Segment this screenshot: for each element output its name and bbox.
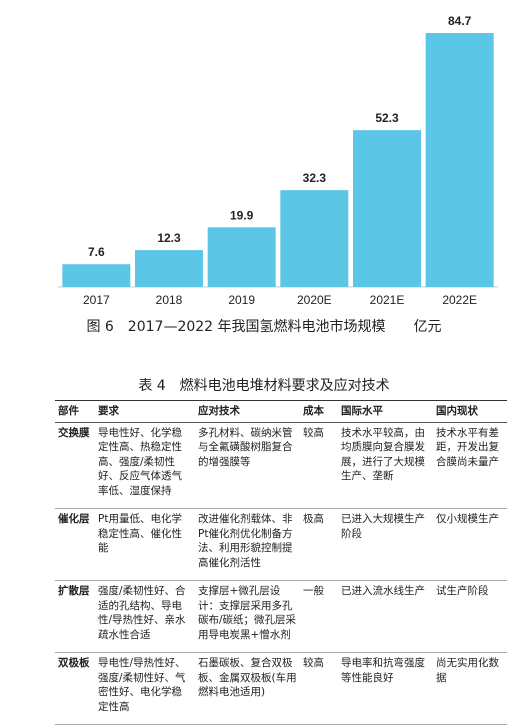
table-row: 催化层 Pt用量低、电化学稳定性高、催化性能 改进催化剂载体、非Pt催化剂优化制备方… (55, 508, 507, 581)
table-cell: 极高 (300, 508, 338, 581)
header-cell: 国际水平 (338, 400, 433, 423)
figure-caption: 图 6 2017—2022 年我国氢燃料电池市场规模 亿元 (86, 319, 442, 335)
table-cell: 交换膜 (55, 422, 95, 509)
table-row: 扩散层 强度/柔韧性好、合适的孔结构、导电性/导热性好、亲水疏水性合适 支撑层+微孔… (55, 580, 507, 653)
header-cell: 部件 (55, 400, 95, 423)
table-cell: 一般 (300, 580, 338, 653)
bar (207, 227, 276, 287)
bar (353, 130, 421, 287)
table-cell: 较高 (300, 422, 338, 509)
chart: 7.6 2017 12.3 2018 19.9 2019 32.3 2020E 52.3 2021… (58, 14, 498, 307)
x-tick-label: 2017 (83, 293, 110, 307)
header-cell: 应对技术 (195, 400, 300, 423)
bar (135, 250, 203, 287)
bar (280, 190, 349, 287)
value-label: 32.3 (303, 171, 327, 185)
table-row: 交换膜 导电性好、化学稳定性高、热稳定性高、强度/柔韧性好、反应气体透气率低、湿度… (55, 422, 507, 509)
table-title: 表 4 燃料电池电堆材料要求及应对技术 (138, 378, 390, 394)
table-cell: 石墨碳板、复合双极板、金属双极板(车用燃料电池适用) (195, 652, 300, 725)
table-cell: 技术水平有差距，开发出复合膜尚未量产 (433, 422, 507, 509)
table-cell: 强度/柔韧性好、合适的孔结构、导电性/导热性好、亲水疏水性合适 (95, 580, 195, 653)
table-cell: 技术水平较高，由均质膜向复合膜发展，进行了大规模生产、垄断 (338, 422, 433, 509)
table-cell: 扩散层 (55, 580, 95, 653)
table-cell: 多孔材料、碳纳米管与全氟磺酸树脂复合的增强膜等 (195, 422, 300, 509)
x-tick-label: 2022E (442, 293, 477, 307)
table-cell: 尚无实用化数据 (433, 652, 507, 725)
x-tick-label: 2020E (297, 293, 332, 307)
table-cell: 试生产阶段 (433, 580, 507, 653)
table-cell: Pt用量低、电化学稳定性高、催化性能 (95, 508, 195, 581)
table-cell: 导电率和抗弯强度等性能良好 (338, 652, 433, 725)
value-label: 7.6 (88, 245, 105, 259)
table-cell: 已进入流水线生产 (338, 580, 433, 653)
bar (425, 33, 494, 287)
table: 部件 要求 应对技术 成本 国际水平 国内现状 交换膜 导电性好、化学稳定性高、热稳定性高、… (55, 400, 507, 725)
value-label: 19.9 (230, 208, 254, 222)
table-cell: 改进催化剂载体、非Pt催化剂优化制备方法、利用形貌控制提高催化剂活性 (195, 508, 300, 581)
x-tick-label: 2021E (370, 293, 405, 307)
header-row: 部件 要求 应对技术 成本 国际水平 国内现状 (55, 400, 507, 423)
table-row: 双极板 导电性/导热性好、强度/柔韧性好、气密性好、电化学稳定性高 石墨碳板、复合双… (55, 652, 507, 725)
x-tick-label: 2018 (156, 293, 183, 307)
x-tick-label: 2019 (228, 293, 255, 307)
bar (62, 264, 131, 287)
table-cell: 已进入大规模生产阶段 (338, 508, 433, 581)
value-label: 52.3 (375, 111, 399, 125)
value-label: 12.3 (157, 231, 181, 245)
header-cell: 成本 (300, 400, 338, 423)
table-cell: 双极板 (55, 652, 95, 725)
table-cell: 仅小规模生产 (433, 508, 507, 581)
value-label: 84.7 (448, 14, 472, 28)
table-cell: 导电性好、化学稳定性高、热稳定性高、强度/柔韧性好、反应气体透气率低、湿度保持 (95, 422, 195, 509)
table-cell: 催化层 (55, 508, 95, 581)
header-cell: 国内现状 (433, 400, 507, 423)
header-cell: 要求 (95, 400, 195, 423)
table-cell: 导电性/导热性好、强度/柔韧性好、气密性好、电化学稳定性高 (95, 652, 195, 725)
table-cell: 较高 (300, 652, 338, 725)
table-cell: 支撑层+微孔层设计：支撑层采用多孔碳布/碳纸；微孔层采用导电炭黑+憎水剂 (195, 580, 300, 653)
